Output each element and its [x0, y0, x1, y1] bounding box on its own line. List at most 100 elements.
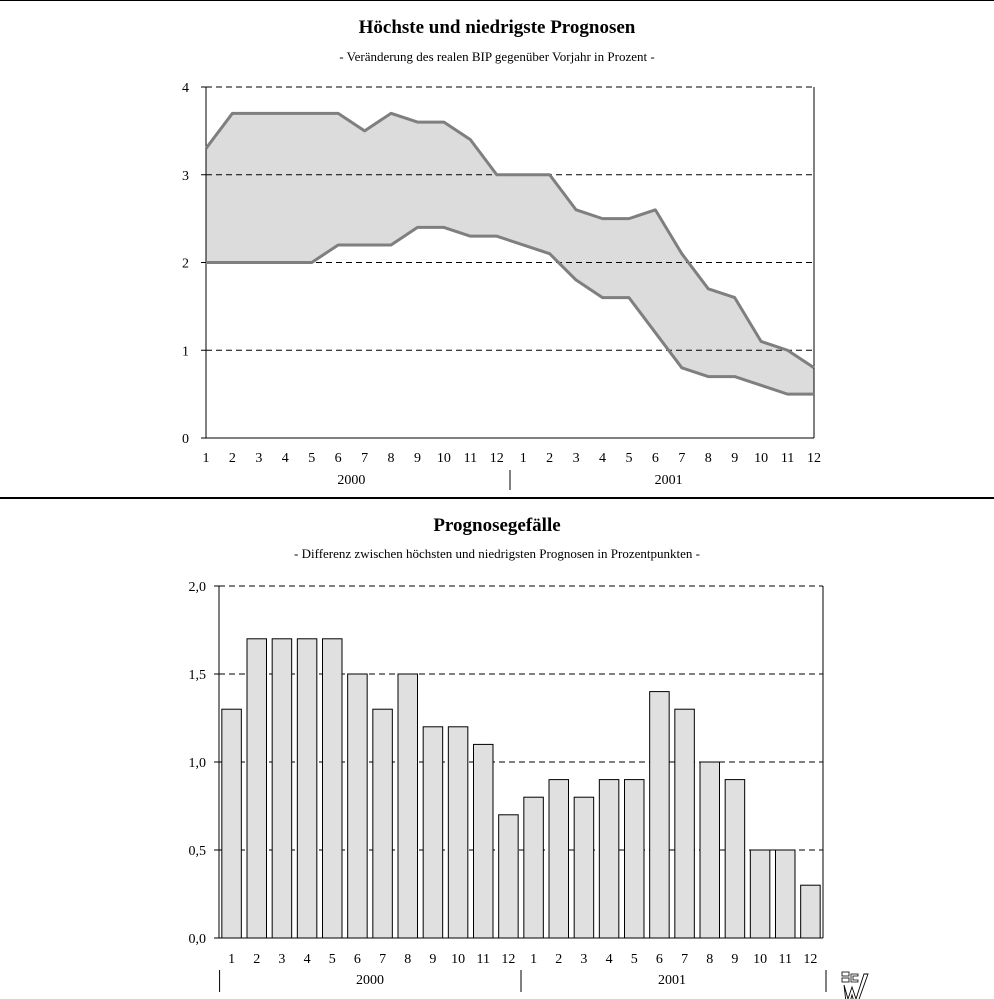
chart1-x-tick-label: 8 — [705, 451, 712, 466]
chart1-y-tick-label: 1 — [182, 344, 189, 359]
chart2-bar — [447, 726, 469, 939]
chart1-x-tick-label: 9 — [731, 451, 738, 466]
chart2-bar — [724, 779, 746, 939]
chart1-x-tick-label: 10 — [754, 451, 768, 466]
chart1-subtitle: - Veränderung des realen BIP gegenüber V… — [339, 49, 655, 64]
chart2-y-tick-label: 1,0 — [189, 756, 207, 771]
chart1-x-tick-label: 11 — [781, 451, 794, 466]
chart2-bar — [775, 849, 796, 939]
chart1-x-tick-label: 12 — [807, 451, 821, 466]
chart2-bar — [372, 708, 393, 939]
chart2-bar — [598, 779, 620, 939]
chart2-bar — [674, 708, 695, 939]
chart2-x-tick-label: 2 — [555, 952, 562, 967]
chart2-y-tick-label: 0,5 — [189, 844, 207, 859]
chart2-bar — [749, 849, 771, 939]
chart1-x-tick-label: 1 — [520, 451, 527, 466]
chart1-x-tick-label: 5 — [308, 451, 315, 466]
chart2-x-tick-label: 6 — [656, 952, 663, 967]
chart2-title: Prognosegefälle — [433, 515, 561, 536]
chart1-x-tick-label: 9 — [414, 451, 421, 466]
chart2-x-tick-label: 10 — [753, 952, 767, 967]
chart2-x-tick-label: 12 — [803, 952, 817, 967]
iw-logo-icon — [841, 971, 869, 999]
chart2-y-tick-label: 0,0 — [189, 932, 207, 947]
chart2-bar — [548, 779, 569, 939]
chart2-bar — [523, 796, 544, 939]
chart1-x-tick-label: 8 — [388, 451, 395, 466]
chart2-x-tick-label: 3 — [580, 952, 587, 967]
chart2-x-tick-label: 1 — [530, 952, 537, 967]
chart1-y-tick-label: 0 — [182, 432, 189, 447]
chart2-subtitle: - Differenz zwischen höchsten und niedri… — [294, 546, 700, 561]
chart2-x-tick-label: 11 — [779, 952, 792, 967]
chart2-x-tick-label: 1 — [228, 952, 235, 967]
chart1-x-tick-label: 4 — [599, 451, 606, 466]
chart2-bar — [573, 796, 595, 939]
chart2-x-tick-label: 12 — [501, 952, 515, 967]
chart1-x-tick-label: 3 — [255, 451, 262, 466]
chart2-year-label: 2001 — [658, 973, 686, 988]
chart1-x-tick-label: 11 — [464, 451, 477, 466]
chart1-high-forecast-line — [204, 111, 815, 370]
chart2-bar — [649, 691, 670, 939]
chart1-year-label: 2000 — [337, 473, 365, 488]
chart1-y-tick-label: 2 — [182, 257, 189, 272]
chart2-bar — [271, 638, 293, 939]
chart1-x-tick-label: 2 — [546, 451, 553, 466]
chart1-x-tick-label: 4 — [282, 451, 289, 466]
chart1-x-tick-label: 7 — [361, 451, 368, 466]
chart2-x-tick-label: 7 — [379, 952, 386, 967]
chart1-y-tick-label: 4 — [182, 81, 189, 96]
chart2-bar — [246, 638, 267, 939]
iw-logo-part — [850, 973, 859, 983]
chart1-range-band — [206, 113, 814, 395]
chart1-x-tick-label: 1 — [203, 451, 210, 466]
chart2-bar — [473, 743, 494, 939]
chart2-bar — [422, 726, 444, 939]
chart2-bar — [221, 708, 242, 939]
chart1-y-tick-label: 3 — [182, 169, 189, 184]
chart2-x-tick-label: 9 — [429, 952, 436, 967]
chart1-title: Höchste und niedrigste Prognosen — [358, 17, 636, 38]
chart2-x-tick-label: 4 — [606, 952, 613, 967]
chart2-x-tick-label: 9 — [731, 952, 738, 967]
chart2-x-tick-label: 3 — [278, 952, 285, 967]
chart2-x-tick-label: 5 — [631, 952, 638, 967]
chart2-bar — [296, 638, 318, 939]
chart1-x-tick-label: 12 — [490, 451, 504, 466]
chart2-x-tick-label: 10 — [451, 952, 465, 967]
chart2-bar — [322, 638, 343, 939]
chart1-x-tick-label: 6 — [652, 451, 659, 466]
chart1-x-tick-label: 3 — [573, 451, 580, 466]
chart1-year-label: 2001 — [655, 473, 683, 488]
chart2-x-tick-label: 4 — [304, 952, 311, 967]
chart1-x-tick-label: 7 — [678, 451, 685, 466]
chart2-y-tick-label: 1,5 — [189, 668, 207, 683]
chart2-x-tick-label: 5 — [329, 952, 336, 967]
chart2-bar — [397, 673, 418, 939]
iw-logo-part — [841, 971, 850, 977]
chart1-x-tick-label: 5 — [625, 451, 632, 466]
chart2-x-tick-label: 8 — [404, 952, 411, 967]
chart2-bar — [800, 884, 821, 939]
chart2-x-tick-label: 8 — [706, 952, 713, 967]
iw-logo-part — [841, 977, 850, 983]
chart2-x-tick-label: 11 — [477, 952, 490, 967]
chart2-x-tick-label: 6 — [354, 952, 361, 967]
chart1-x-tick-label: 2 — [229, 451, 236, 466]
chart-panel-forecast-range: Höchste und niedrigste Prognosen - Verän… — [0, 0, 994, 498]
iw-logo-part — [843, 973, 869, 999]
chart2-x-tick-label: 2 — [253, 952, 260, 967]
chart2-x-tick-label: 7 — [681, 952, 688, 967]
chart-panel-forecast-gap: Prognosegefälle - Differenz zwischen höc… — [0, 498, 994, 999]
chart2-y-tick-label: 2,0 — [189, 580, 207, 595]
chart2-bar — [498, 814, 519, 939]
chart2-bar — [624, 779, 645, 939]
chart1-x-tick-label: 6 — [335, 451, 342, 466]
chart2-bar — [347, 673, 368, 939]
chart1-x-tick-label: 10 — [437, 451, 451, 466]
chart2-year-label: 2000 — [356, 973, 384, 988]
